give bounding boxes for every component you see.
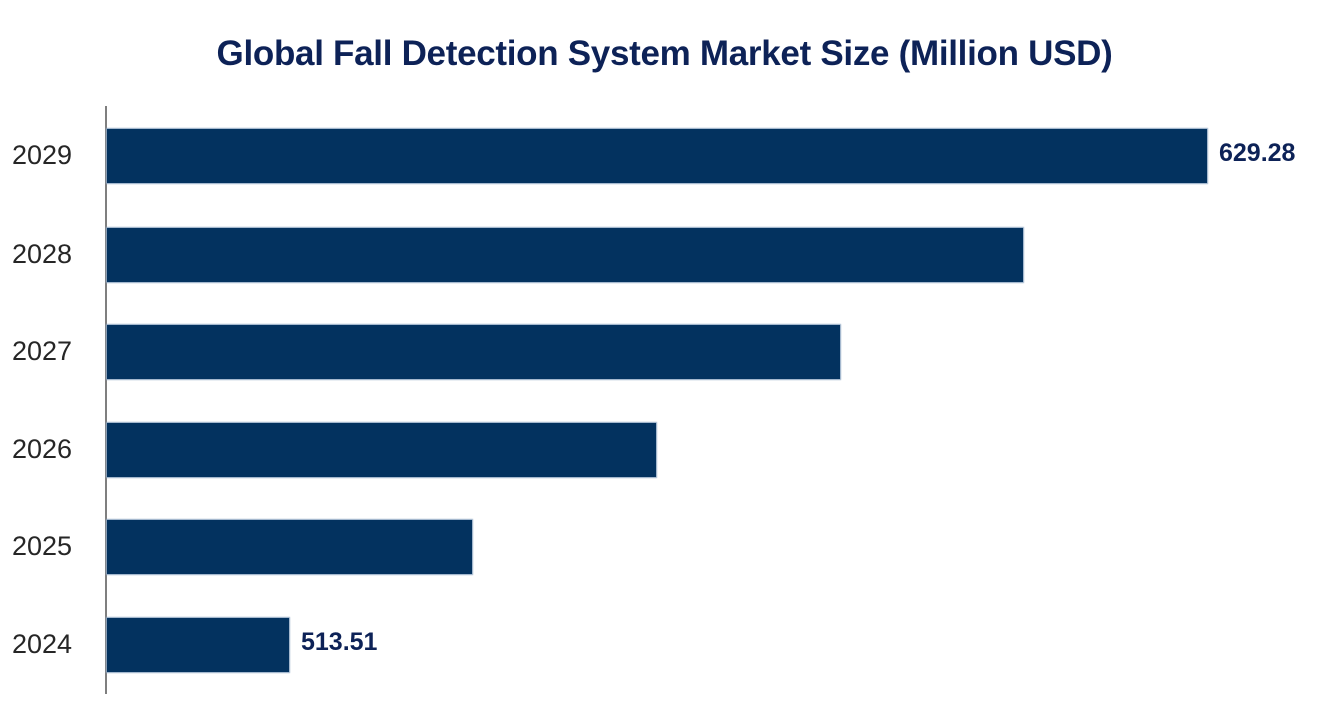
y-tick-label: 2029 [12,140,73,170]
y-axis-line [105,106,107,694]
y-tick-label: 2026 [12,434,73,464]
bar [107,129,1207,183]
bar-row-2028: 2028 [0,228,1329,284]
bar-row-2025: 2025 [0,520,1329,576]
bar [107,520,472,574]
bar [107,423,656,477]
bar-row-2026: 2026 [0,423,1329,479]
y-tick-label: 2027 [12,336,73,366]
y-tick-label: 2028 [12,239,73,269]
bar [107,618,289,672]
bar [107,325,840,379]
y-tick-label: 2024 [12,629,73,659]
data-label: 629.28 [1219,139,1296,167]
bar-row-2029: 2029 629.28 [0,129,1329,185]
bar-row-2024: 2024 513.51 [0,618,1329,674]
chart-title: Global Fall Detection System Market Size… [216,34,1113,73]
data-label: 513.51 [301,628,378,656]
bar-row-2027: 2027 [0,325,1329,381]
y-tick-label: 2025 [12,531,73,561]
bar [107,228,1023,282]
